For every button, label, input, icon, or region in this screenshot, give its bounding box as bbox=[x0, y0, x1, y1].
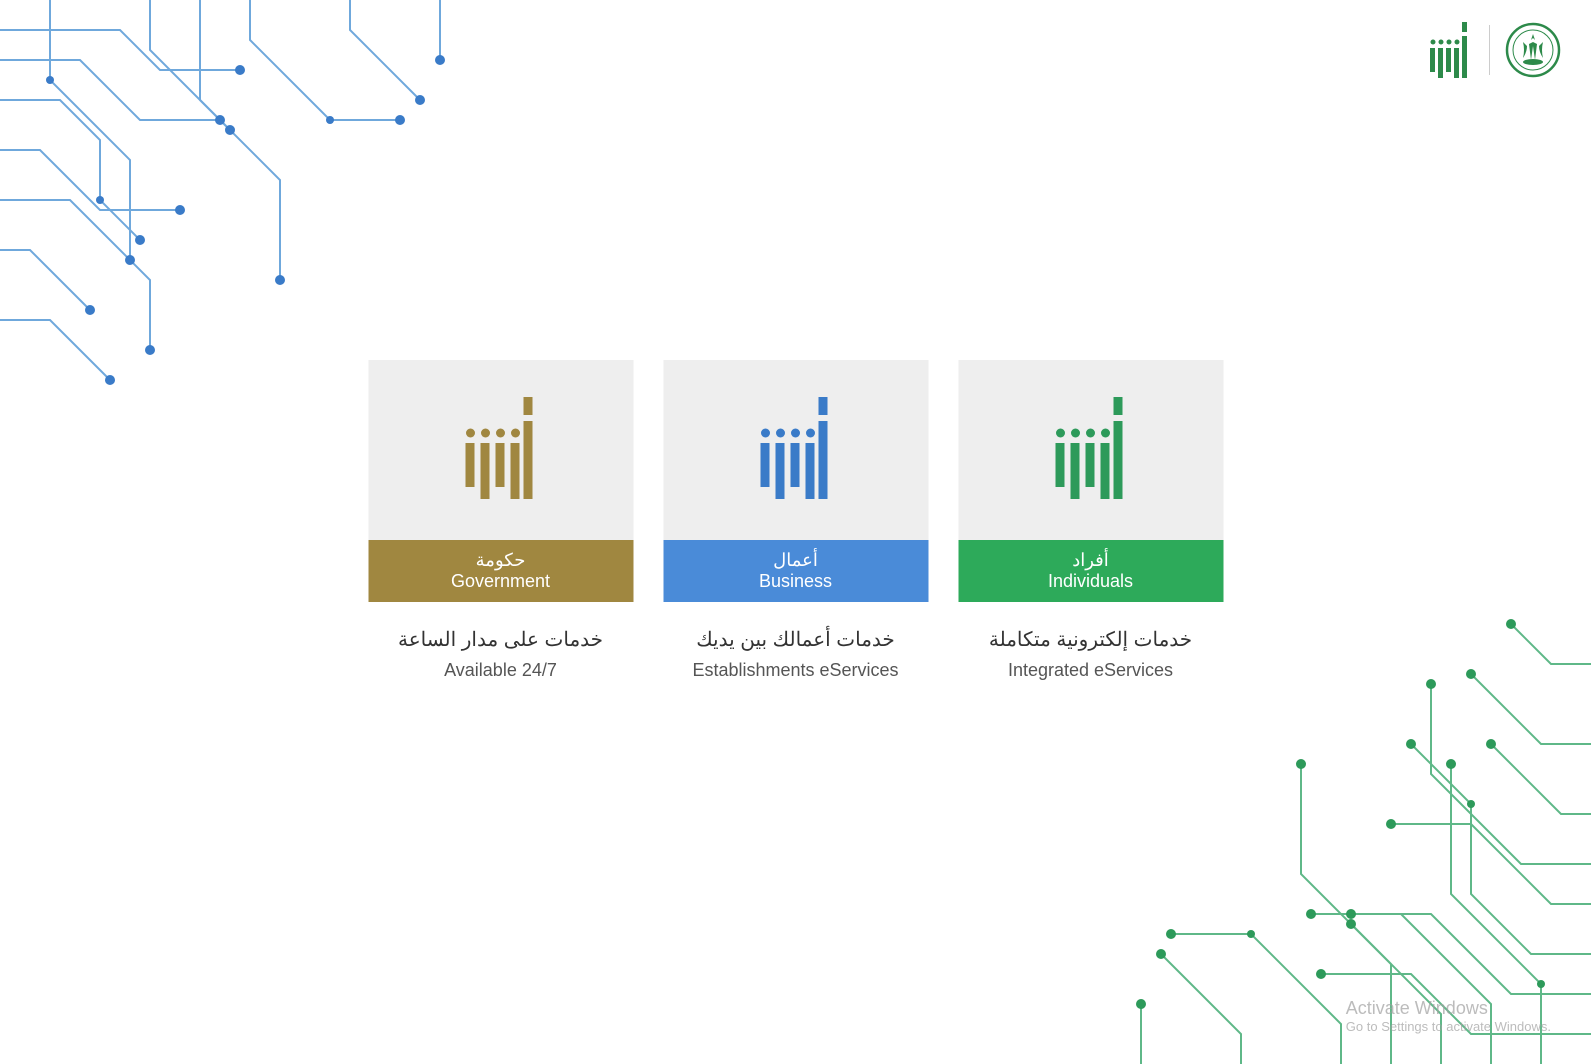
absher-business-icon bbox=[751, 395, 841, 505]
government-label-en: Government bbox=[451, 571, 550, 592]
individuals-card[interactable]: أفراد Individuals خدمات إلكترونية متكامل… bbox=[958, 360, 1223, 681]
header bbox=[1424, 20, 1561, 80]
header-divider bbox=[1489, 25, 1490, 75]
government-desc-ar: خدمات على مدار الساعة bbox=[368, 627, 633, 652]
circuit-decoration-top-left bbox=[0, 0, 520, 420]
government-card-label: حكومة Government bbox=[368, 540, 633, 602]
absher-individuals-icon bbox=[1046, 395, 1136, 505]
business-desc-ar: خدمات أعمالك بين يديك bbox=[663, 627, 928, 652]
business-label-en: Business bbox=[759, 571, 832, 592]
business-desc-en: Establishments eServices bbox=[663, 660, 928, 681]
individuals-card-logo-area bbox=[958, 360, 1223, 540]
windows-activation-watermark: Activate Windows Go to Settings to activ… bbox=[1346, 998, 1551, 1034]
business-card-description: خدمات أعمالك بين يديك Establishments eSe… bbox=[663, 627, 928, 681]
government-desc-en: Available 24/7 bbox=[368, 660, 633, 681]
individuals-desc-ar: خدمات إلكترونية متكاملة bbox=[958, 627, 1223, 652]
government-card[interactable]: حكومة Government خدمات على مدار الساعة A… bbox=[368, 360, 633, 681]
absher-government-icon bbox=[456, 395, 546, 505]
government-card-logo-area bbox=[368, 360, 633, 540]
business-card-label: أعمال Business bbox=[663, 540, 928, 602]
government-label-ar: حكومة bbox=[476, 550, 526, 571]
business-card-logo-area bbox=[663, 360, 928, 540]
watermark-subtitle: Go to Settings to activate Windows. bbox=[1346, 1019, 1551, 1034]
individuals-label-ar: أفراد bbox=[1072, 550, 1109, 571]
watermark-title: Activate Windows bbox=[1346, 998, 1551, 1019]
individuals-card-description: خدمات إلكترونية متكاملة Integrated eServ… bbox=[958, 627, 1223, 681]
individuals-card-label: أفراد Individuals bbox=[958, 540, 1223, 602]
service-cards-container: حكومة Government خدمات على مدار الساعة A… bbox=[368, 360, 1223, 681]
business-card[interactable]: أعمال Business خدمات أعمالك بين يديك Est… bbox=[663, 360, 928, 681]
individuals-desc-en: Integrated eServices bbox=[958, 660, 1223, 681]
individuals-label-en: Individuals bbox=[1048, 571, 1133, 592]
government-card-description: خدمات على مدار الساعة Available 24/7 bbox=[368, 627, 633, 681]
absher-logo-icon bbox=[1424, 20, 1474, 80]
emblem-icon bbox=[1505, 22, 1561, 78]
business-label-ar: أعمال bbox=[773, 550, 818, 571]
